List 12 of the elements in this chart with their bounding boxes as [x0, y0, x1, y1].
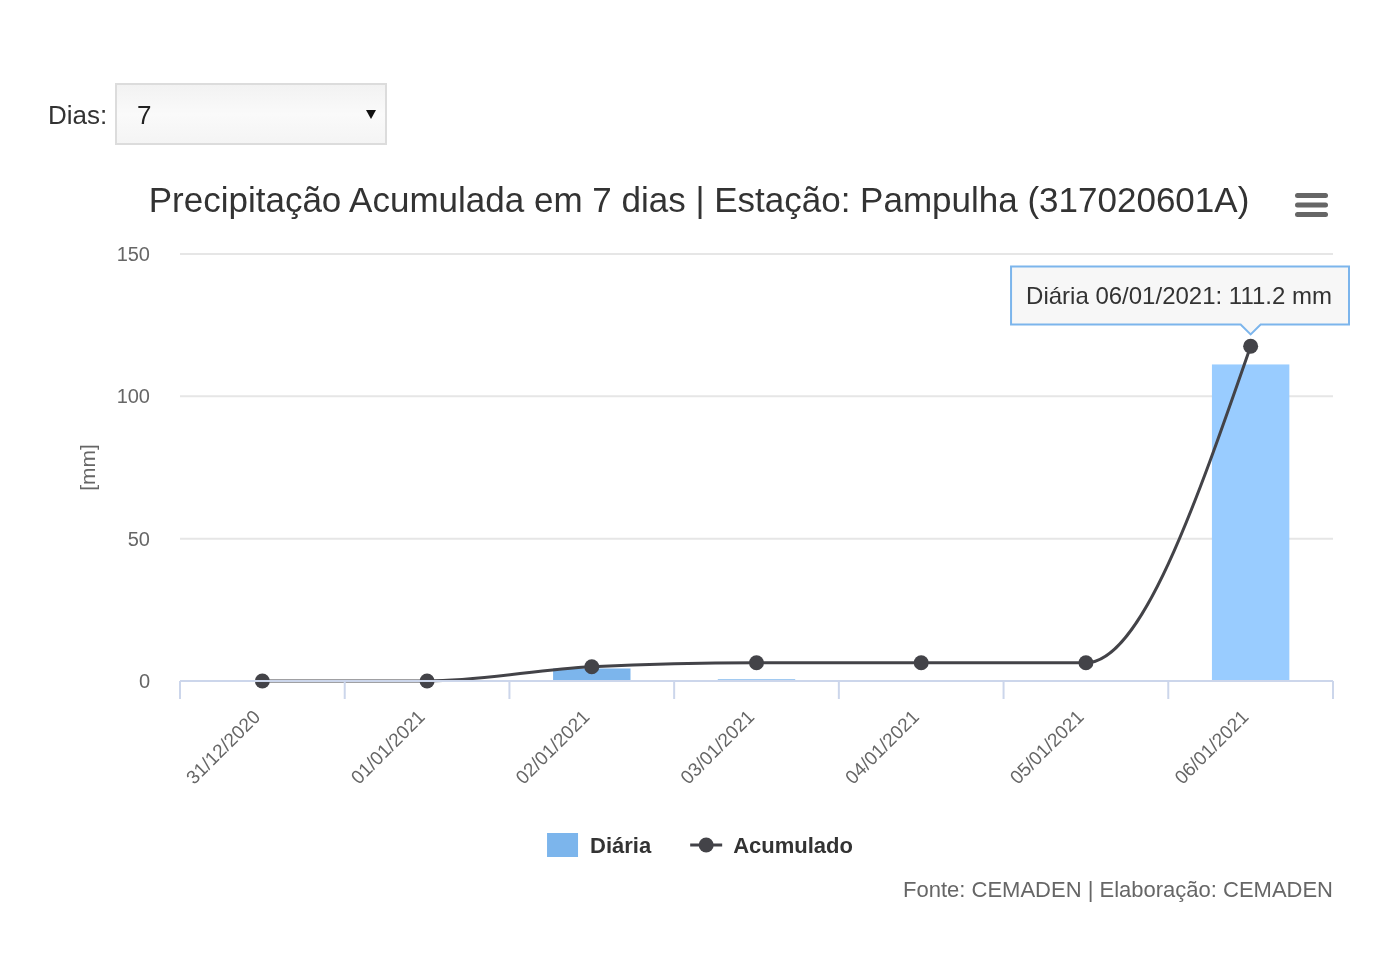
y-tick-label: 150: [116, 243, 150, 265]
source-note: Fonte: CEMADEN | Elaboração: CEMADEN: [903, 877, 1333, 902]
annotation: Diária 06/01/2021: 111.2 mm: [1026, 282, 1332, 310]
y-axis-title: [mm]: [76, 444, 99, 491]
chart-title: Precipitação Acumulada em 7 dias | Estação: Pampulha (317020601A): [148, 180, 1250, 219]
y-tick-label: 0: [138, 670, 150, 692]
text: 7: [137, 100, 152, 130]
text: Dias:: [48, 100, 108, 130]
legend-label: Diária: [590, 833, 652, 858]
y-tick-label: 100: [116, 385, 150, 408]
legend-label: Acumulado: [733, 833, 853, 858]
y-tick-label: 50: [127, 527, 150, 550]
